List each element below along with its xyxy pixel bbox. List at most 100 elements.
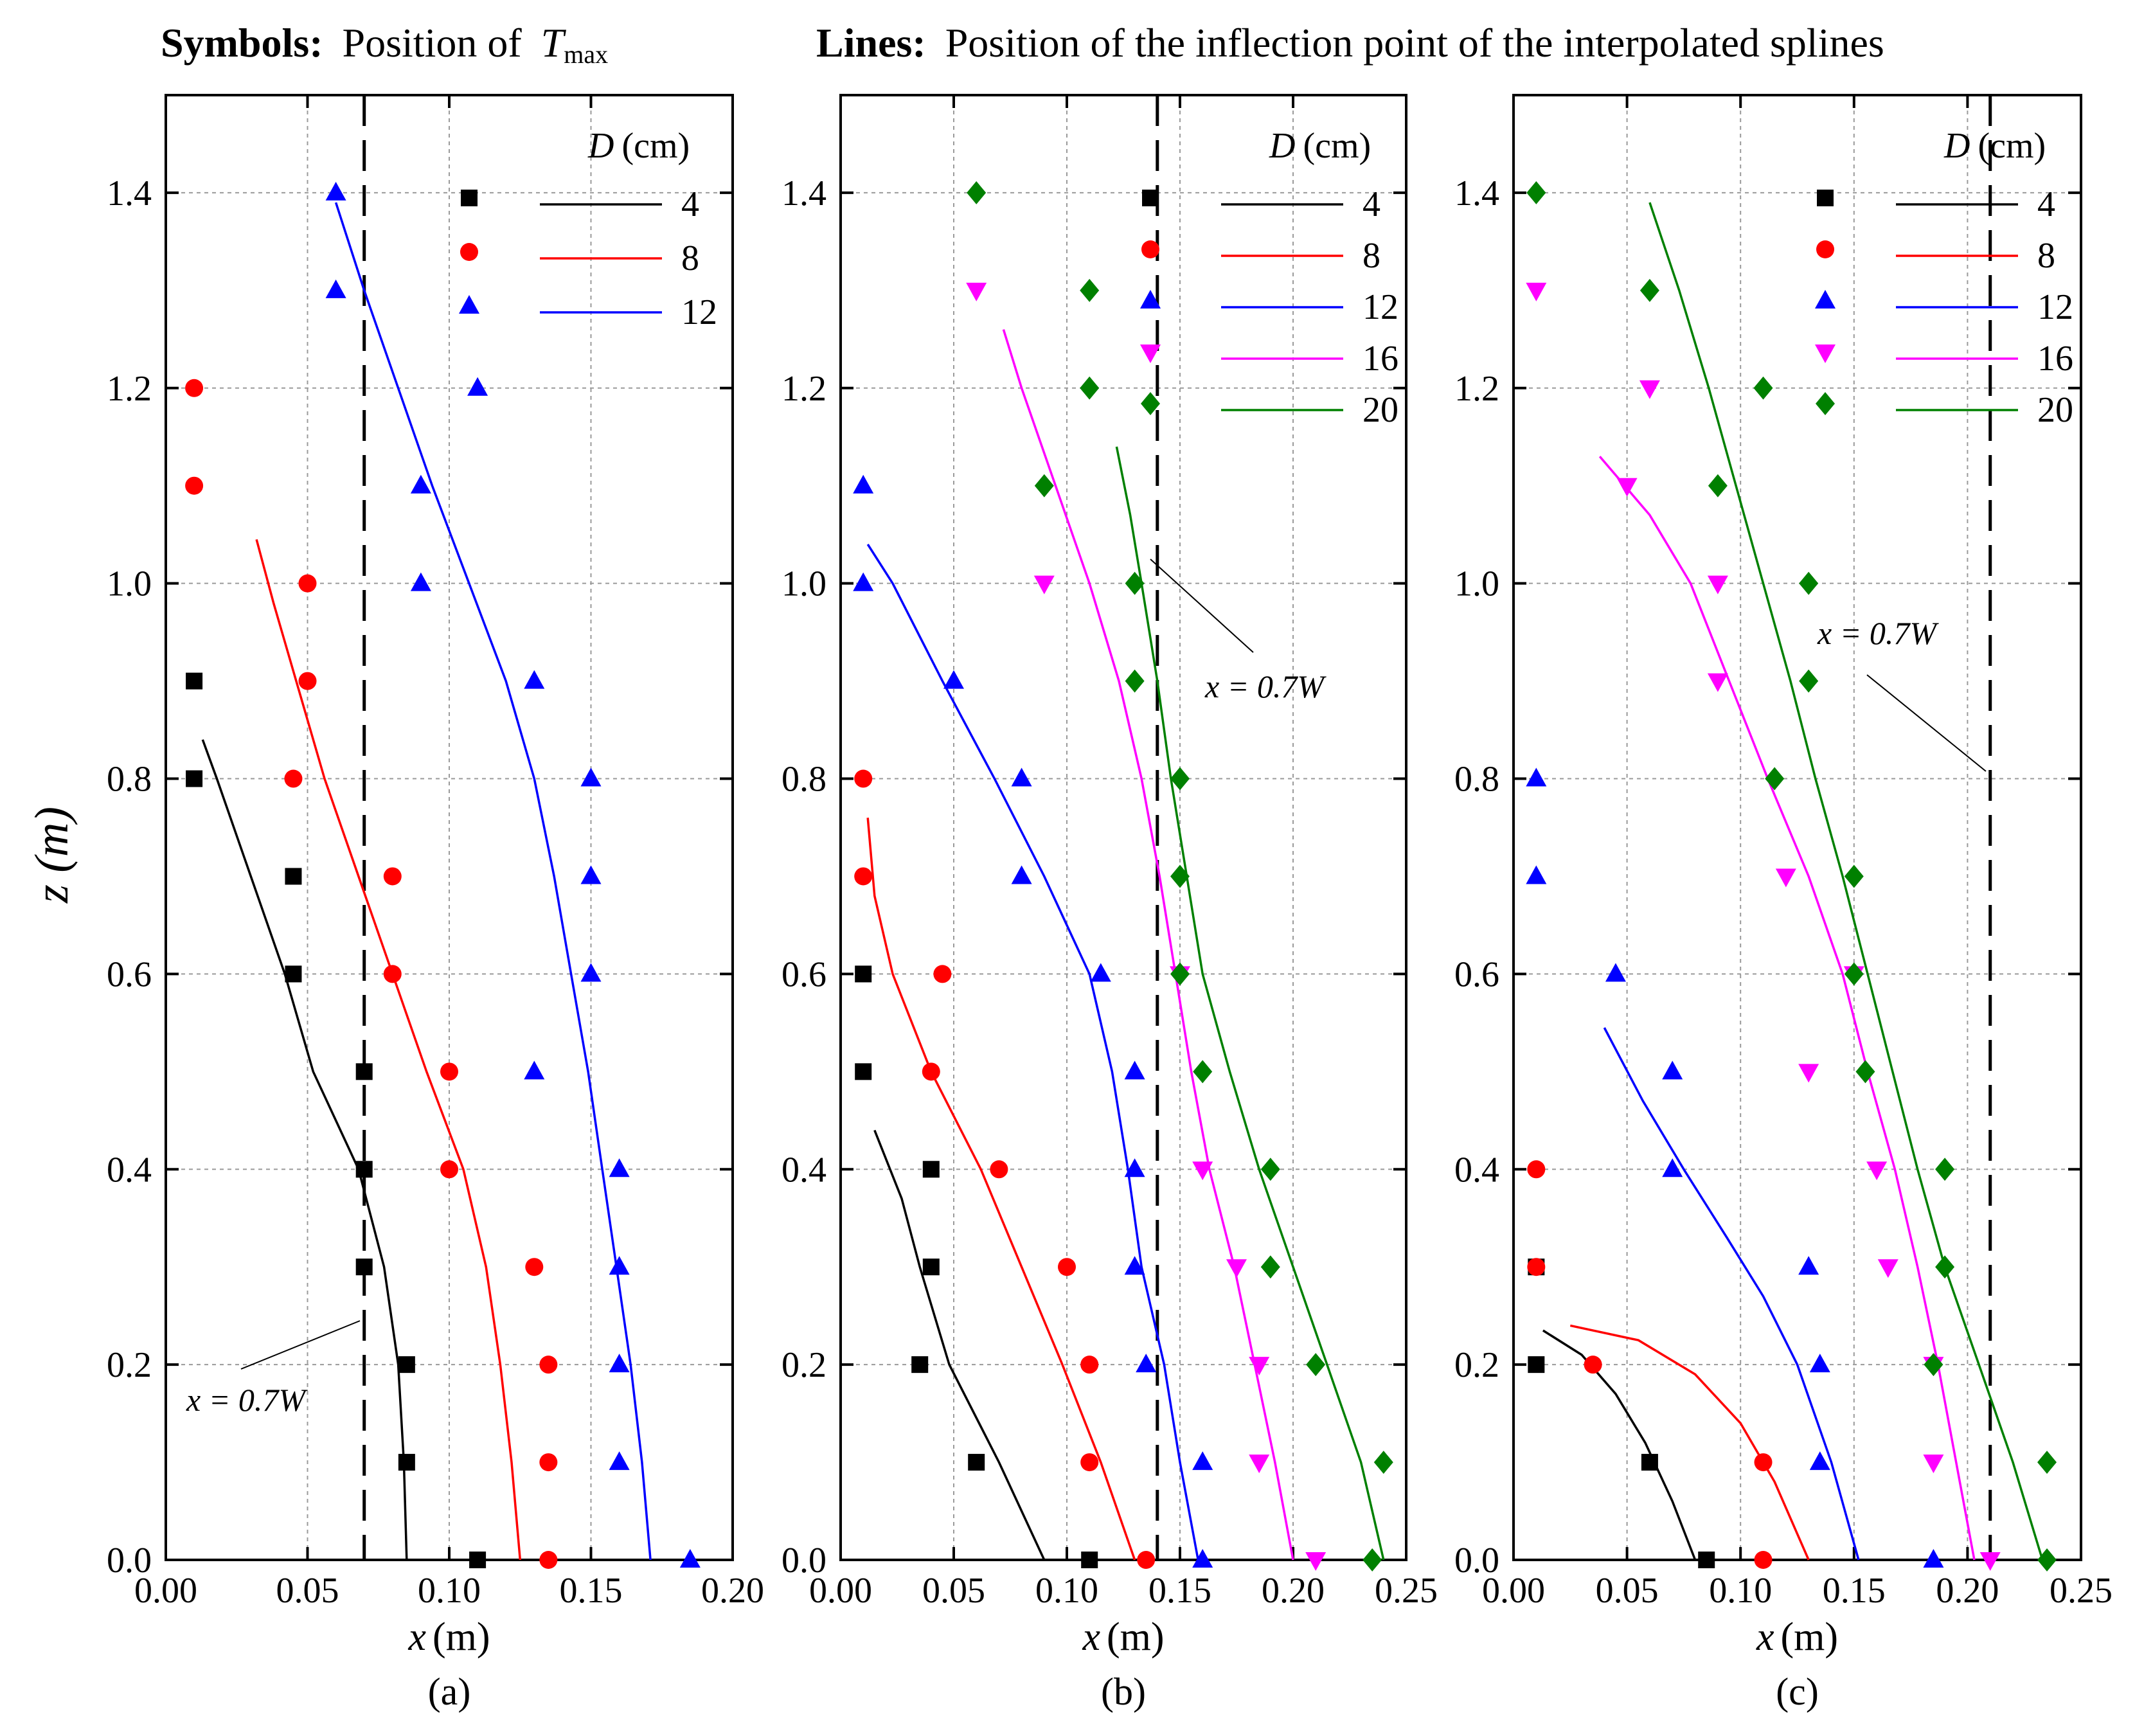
panel-c-ytick-label: 1.2	[1454, 369, 1499, 409]
panel-c-triangle-marker-12cm	[1662, 1158, 1683, 1177]
panel-c-ref-line-label: x = 0.7W	[1817, 615, 1939, 651]
panel-a-spline-4cm	[201, 739, 408, 1561]
panel-b-xtick-label: 0.05	[922, 1571, 985, 1611]
panel-a-ytick-label: 0.2	[107, 1345, 152, 1385]
panel-c-inverted-triangle-marker-16cm	[1526, 282, 1547, 301]
panel-c-diamond-marker-20cm	[1799, 669, 1819, 693]
panel-c-ytick-label: 0.6	[1454, 954, 1499, 994]
panel-c-annotation-leader	[1866, 674, 1987, 772]
panel-b-ytick-label: 0.4	[782, 1150, 826, 1190]
header-left-bold: Symbols:	[161, 20, 323, 66]
panel-b-square-marker-4cm	[1081, 1552, 1098, 1568]
panel-c-diamond-marker-20cm	[1855, 1060, 1875, 1084]
panel-a-legend-label-12: 12	[681, 292, 717, 332]
panel-a-spline-12cm	[334, 202, 652, 1561]
panel-b-triangle-marker-12cm	[1192, 1451, 1213, 1471]
panel-b-inverted-triangle-marker-16cm	[966, 282, 987, 301]
panel-a-circle-marker-8cm	[185, 476, 204, 495]
panel-b-legend: D (cm) 4 8 12 16 20	[1140, 126, 1398, 430]
panel-c-ytick-label: 1.4	[1454, 174, 1499, 213]
header-left: Symbols: Position of Tmax	[161, 20, 608, 69]
panel-c-legend-label-8: 8	[2037, 236, 2055, 276]
panel-a-legend-title-var: D	[587, 126, 614, 166]
panel-a-xtick-label: 0.05	[276, 1571, 339, 1611]
panel-b-square-marker-4cm	[922, 1161, 940, 1178]
panel-b-annotation-leader	[1150, 559, 1254, 653]
panel-c-legend-inverted-triangle-marker	[1815, 345, 1836, 363]
panel-c-triangle-marker-12cm	[1809, 1451, 1830, 1471]
panel-b-triangle-marker-12cm	[1011, 767, 1032, 787]
panel-a-ref-line-label: x = 0.7W	[186, 1382, 308, 1418]
panel-a-square-marker-4cm	[398, 1356, 415, 1374]
panel-a-circle-marker-8cm	[440, 1062, 458, 1081]
panel-c-legend-diamond-marker	[1816, 392, 1835, 415]
panel-b-spline-8cm	[866, 818, 1136, 1561]
panel-a: 0.0 0.2 0.4 0.6 0.8 1.0 1.2 1.4 0.00 0.05 0.10 0.15…	[107, 94, 764, 1713]
panel-a-legend-label-8: 8	[681, 238, 699, 278]
panel-b-circle-marker-8cm	[990, 1160, 1008, 1179]
panel-b-diamond-marker-20cm	[967, 181, 987, 204]
panel-c-legend-circle-marker	[1816, 240, 1834, 258]
panel-a-circle-marker-8cm	[298, 672, 317, 690]
panel-a-circle-marker-8cm	[539, 1356, 558, 1374]
panel-c-triangle-marker-12cm	[1798, 1256, 1819, 1275]
panel-c-spline-4cm	[1542, 1329, 1697, 1561]
panel-c-square-marker-4cm	[1641, 1454, 1658, 1471]
panel-c-triangle-marker-12cm	[1809, 1354, 1830, 1373]
panel-b-spline-4cm	[873, 1129, 1046, 1561]
panel-b-diamond-marker-20cm	[1125, 571, 1145, 595]
panel-a-circle-marker-8cm	[298, 574, 317, 593]
panel-c-xtick-label: 0.25	[2050, 1571, 2113, 1611]
panel-b-diamond-marker-20cm	[1193, 1060, 1213, 1084]
panel-a-legend-square-marker	[461, 190, 478, 206]
panel-c-label: (c)	[1776, 1670, 1819, 1713]
panel-a-triangle-marker-12cm	[524, 670, 545, 689]
panel-b-inverted-triangle-marker-16cm	[1305, 1552, 1327, 1571]
panel-b-legend-label-20: 20	[1362, 390, 1398, 430]
panel-b-ref-line-label: x = 0.7W	[1204, 668, 1327, 704]
panel-a-triangle-marker-12cm	[467, 377, 488, 396]
panel-c-diamond-marker-20cm	[1844, 864, 1864, 888]
panel-a-circle-marker-8cm	[539, 1453, 558, 1472]
panel-a-square-marker-4cm	[469, 1552, 487, 1568]
panel-a-triangle-marker-12cm	[580, 963, 602, 982]
panel-c-xlabel-unit: (m)	[1781, 1615, 1839, 1659]
panel-c-legend: D (cm) 4 8 12 16 20	[1815, 126, 2073, 430]
panel-b-xlabel-unit: (m)	[1107, 1615, 1165, 1659]
panel-c: 0.0 0.2 0.4 0.6 0.8 1.0 1.2 1.4 0.00 0.05 0.10 0.15…	[1454, 94, 2113, 1713]
panel-c-circle-marker-8cm	[1754, 1453, 1773, 1472]
panel-a-xlabel: x (m)	[407, 1615, 490, 1659]
panel-c-xtick-label: 0.10	[1709, 1571, 1772, 1611]
panel-a-triangle-marker-12cm	[580, 865, 602, 884]
panel-b-legend-title: D (cm)	[1269, 126, 1371, 166]
panel-c-circle-marker-8cm	[1754, 1551, 1773, 1569]
panel-a-triangle-marker-12cm	[609, 1158, 630, 1177]
panel-c-legend-title-unit: (cm)	[1978, 126, 2046, 166]
panel-a-triangle-marker-12cm	[325, 181, 346, 201]
panel-c-spline-20cm	[1648, 202, 2044, 1561]
panel-b-legend-circle-marker	[1141, 240, 1159, 258]
panel-c-xlabel: x (m)	[1756, 1615, 1838, 1659]
panel-a-circle-marker-8cm	[440, 1160, 458, 1179]
panel-b-legend-square-marker	[1142, 190, 1159, 206]
panel-b-diamond-marker-20cm	[1034, 474, 1054, 497]
panel-a-xlabel-var: x	[407, 1615, 426, 1659]
panel-c-xtick-label: 0.00	[1482, 1571, 1545, 1611]
panel-c-ytick-label: 0.8	[1454, 760, 1499, 800]
panel-c-xtick-label: 0.15	[1823, 1571, 1886, 1611]
panel-a-legend: D (cm) 4 8 12	[459, 126, 717, 332]
panel-b-circle-marker-8cm	[854, 867, 873, 886]
panel-c-xtick-label: 0.05	[1596, 1571, 1659, 1611]
panel-c-square-marker-4cm	[1698, 1552, 1715, 1568]
panel-c-circle-marker-8cm	[1527, 1258, 1546, 1276]
panel-c-legend-square-marker	[1817, 190, 1834, 206]
panel-b-triangle-marker-12cm	[1124, 1158, 1145, 1177]
panel-a-triangle-marker-12cm	[679, 1549, 701, 1568]
panel-a-triangle-marker-12cm	[410, 572, 431, 591]
panel-c-triangle-marker-12cm	[1526, 767, 1547, 787]
panel-b-square-marker-4cm	[855, 1063, 872, 1080]
header-left-symbol: T	[541, 20, 567, 66]
panel-b-square-marker-4cm	[968, 1454, 985, 1471]
panel-b-diamond-marker-20cm	[1362, 1548, 1382, 1571]
